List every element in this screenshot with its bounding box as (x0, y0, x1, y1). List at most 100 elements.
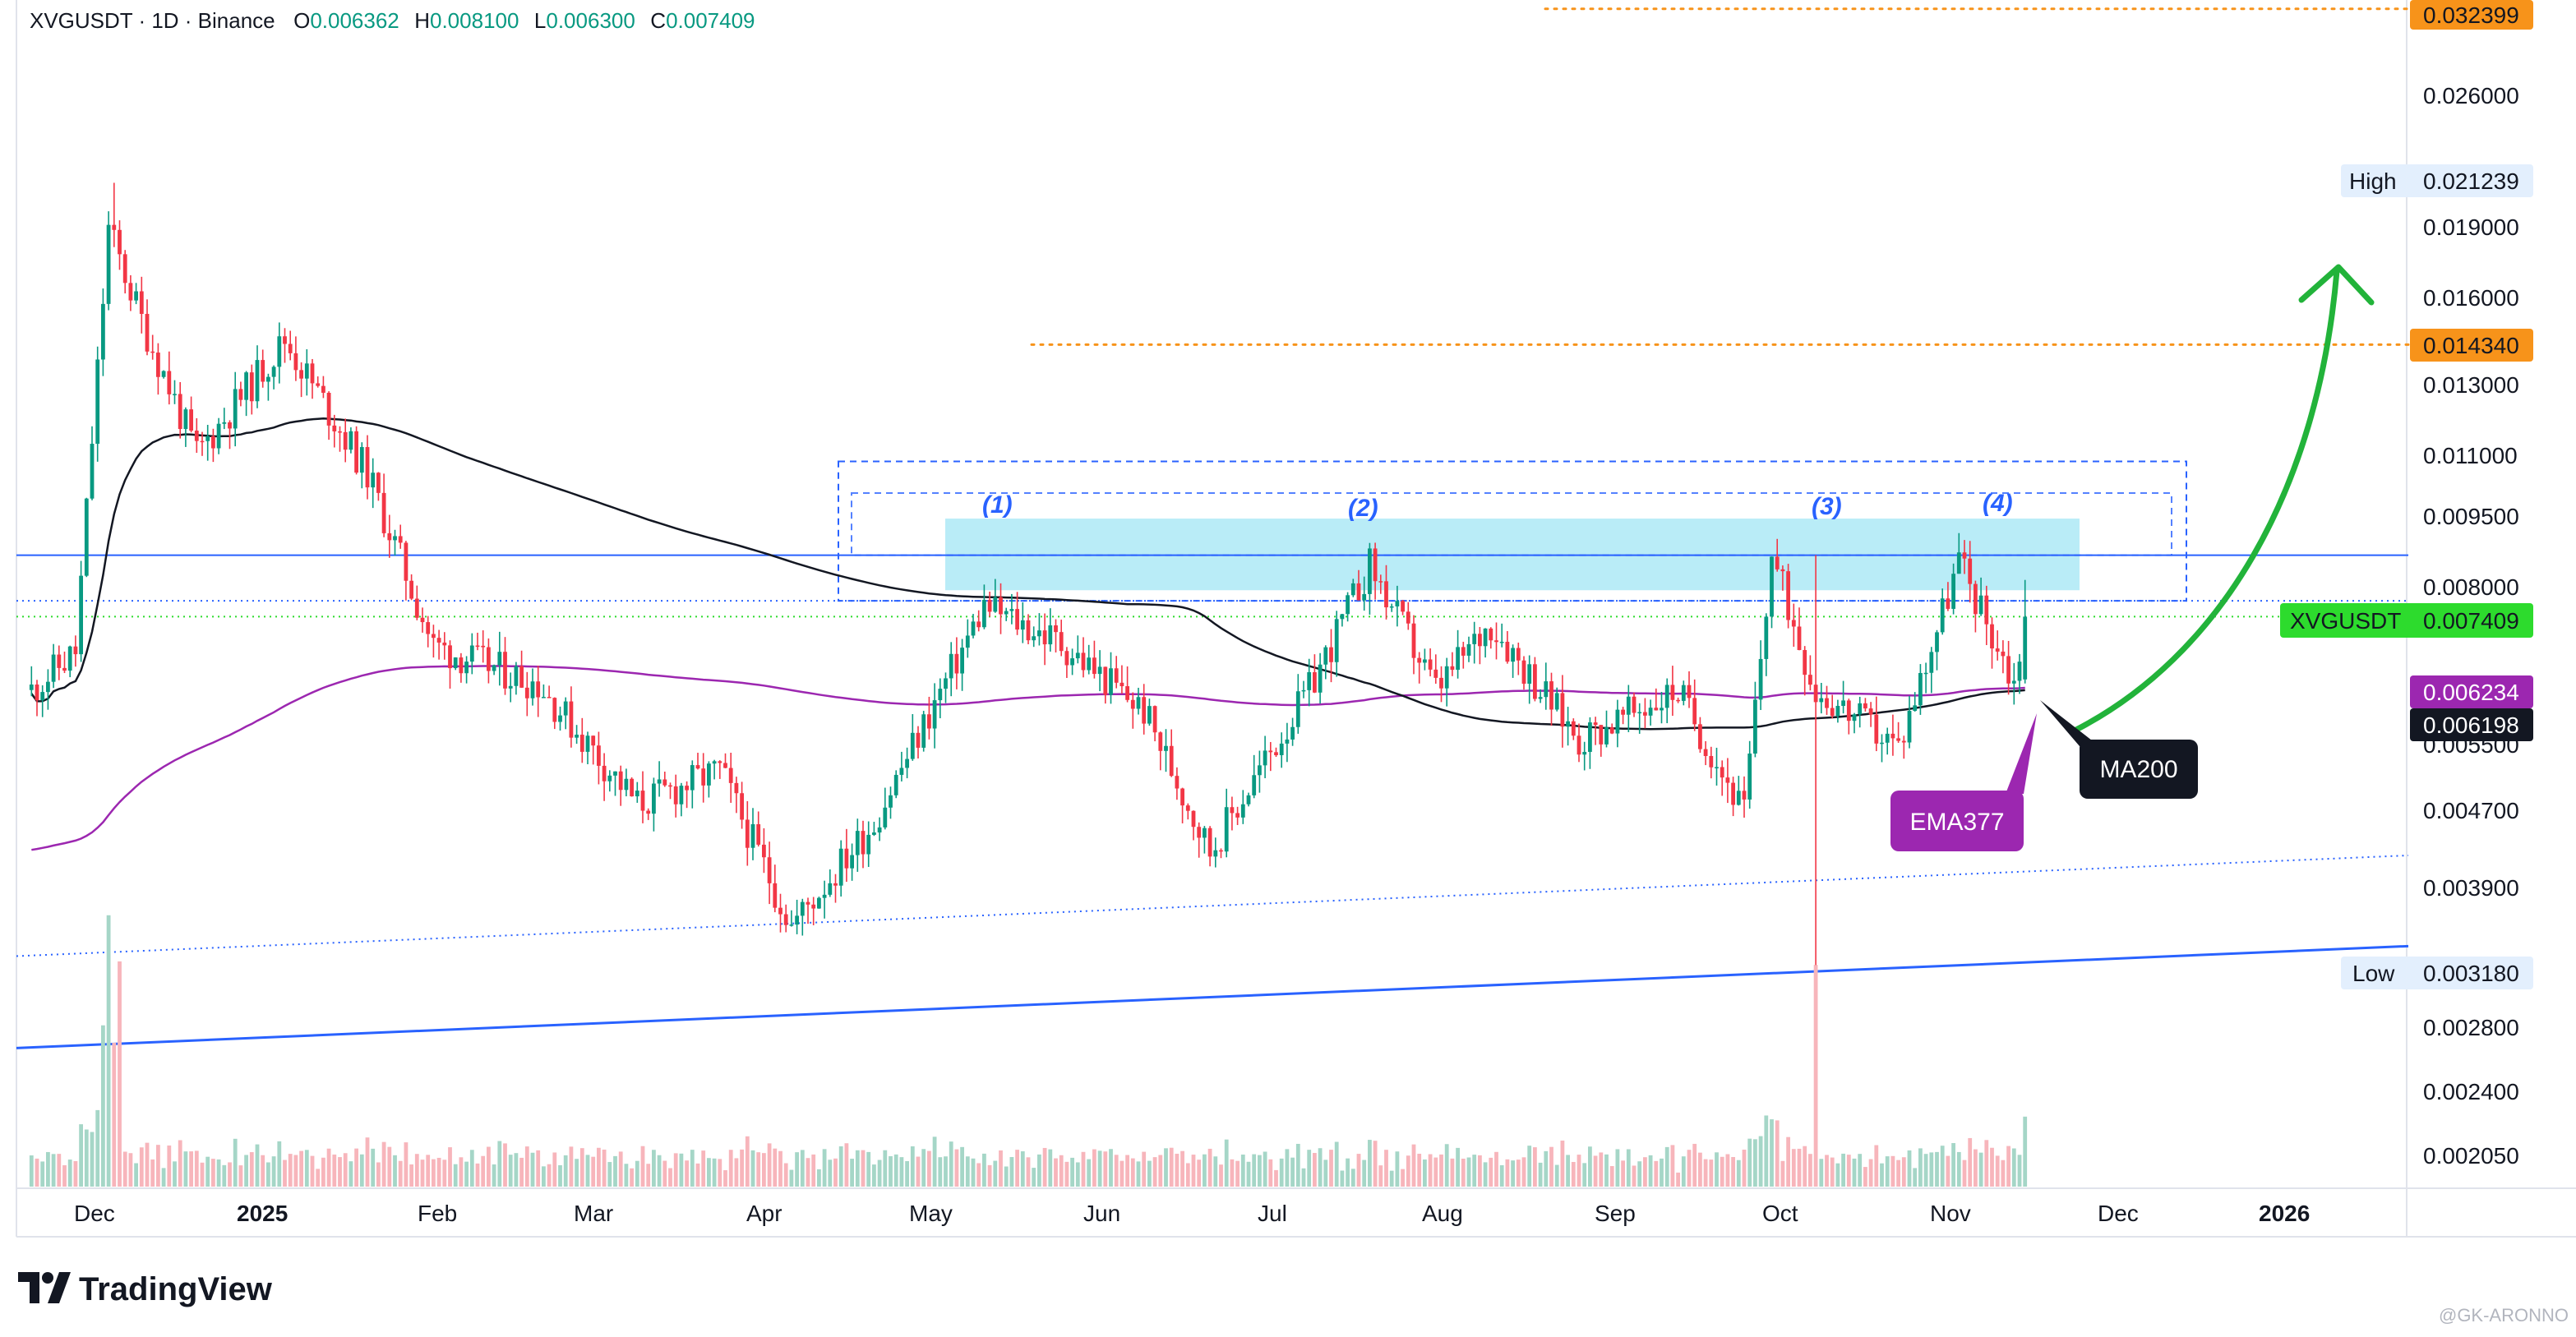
candle-body (436, 638, 441, 643)
volume-bar (1180, 1150, 1184, 1187)
price-axis[interactable]: 0.026000 0.019000 0.016000 0.013000 0.01… (2423, 83, 2519, 1169)
open-value: 0.006362 (310, 8, 399, 33)
candle-body (1863, 703, 1867, 709)
candle-body (630, 778, 634, 797)
volume-bar (266, 1162, 270, 1187)
candle-body (1499, 641, 1504, 643)
candle-body (1797, 626, 1802, 651)
candle-body (1626, 696, 1631, 715)
candle-body (899, 768, 904, 775)
candle-body (1560, 693, 1565, 727)
candle-body (1946, 598, 1950, 609)
volume-bar (35, 1158, 39, 1187)
volume-bar (1213, 1156, 1218, 1187)
candle-body (905, 758, 909, 768)
volume-bar (602, 1149, 607, 1187)
candle-body (756, 824, 761, 845)
candle-body (685, 786, 689, 791)
volume-bar (707, 1158, 711, 1187)
candle-body (811, 904, 816, 909)
candle-body (646, 810, 651, 814)
candle-body (487, 647, 491, 671)
time-tick: Aug (1422, 1201, 1463, 1226)
candle-body (1433, 669, 1438, 678)
volume-bar (371, 1148, 376, 1187)
candle-body (1032, 636, 1036, 641)
volume-bar (1032, 1168, 1036, 1187)
wave-label-3: (3) (1812, 493, 1842, 520)
time-axis[interactable]: Dec 2025 Feb Mar Apr May Jun Jul Aug Sep… (74, 1201, 2310, 1226)
volume-bar (685, 1160, 689, 1187)
volume-bar (1224, 1139, 1229, 1187)
candle-body (1136, 697, 1141, 709)
resistance-zone (945, 519, 2080, 591)
candle-body (1791, 620, 1796, 627)
volume-bar (453, 1164, 458, 1187)
ma200-callout[interactable]: MA200 (2040, 700, 2198, 799)
volume-bar (723, 1170, 727, 1187)
volume-bar (200, 1162, 205, 1187)
candle-body (90, 444, 95, 499)
candle-body (442, 642, 447, 646)
candle-body (79, 575, 83, 655)
candle-body (497, 652, 502, 666)
candle-body (1868, 708, 1873, 715)
volume-bar (1263, 1151, 1267, 1187)
volume-bar (1736, 1160, 1741, 1187)
volume-bar (112, 1042, 117, 1187)
tradingview-logo[interactable]: TradingView (18, 1271, 273, 1307)
candle-body (1880, 742, 1884, 745)
volume-bar (503, 1143, 507, 1187)
candle-body (106, 224, 111, 304)
candle-body (585, 735, 590, 752)
candle-body (1109, 668, 1113, 695)
volume-bar (1119, 1160, 1124, 1187)
candle-body (1742, 791, 1747, 800)
candle-body (1125, 686, 1129, 700)
volume-bar (1962, 1160, 1967, 1187)
candle-body (971, 621, 976, 636)
volume-bar (1918, 1148, 1923, 1187)
volume-bar (607, 1162, 612, 1187)
candle-body (321, 385, 325, 393)
candle-body (1054, 625, 1058, 633)
volume-bar (552, 1152, 557, 1187)
volume-bar (1411, 1144, 1416, 1187)
candle-body (84, 498, 89, 576)
volume-bar (1499, 1164, 1504, 1187)
projection-arrow[interactable] (2070, 268, 2340, 735)
volume-bar (778, 1150, 782, 1187)
candle-body (1147, 706, 1152, 724)
volume-bar (249, 1152, 254, 1187)
candle-body (530, 681, 535, 698)
volume-bar (850, 1159, 854, 1187)
volume-bar (591, 1156, 596, 1187)
candle-body (1142, 697, 1147, 724)
candle-body (1670, 685, 1675, 700)
volume-bar (712, 1158, 717, 1187)
candle-body (1494, 640, 1498, 643)
volume-bar (167, 1145, 172, 1187)
candle-body (579, 735, 584, 752)
volume-bar (464, 1161, 469, 1187)
volume-bar (1059, 1155, 1064, 1187)
ema377-callout[interactable]: EMA377 (1890, 713, 2037, 851)
candle-body (216, 423, 221, 449)
volume-bar (1136, 1161, 1141, 1187)
volume-bar (1731, 1157, 1735, 1187)
candle-body (1466, 643, 1471, 656)
candle-body (1048, 625, 1053, 645)
volume-bar (1907, 1150, 1912, 1187)
candle-body (795, 915, 799, 925)
volume-bar (1626, 1149, 1631, 1187)
mid-target-bg (2410, 329, 2533, 362)
volume-bar (1230, 1159, 1235, 1187)
candle-body (101, 303, 105, 360)
candle-body (828, 883, 833, 895)
volume-bar (277, 1141, 282, 1187)
candle-body (1538, 697, 1543, 699)
volume-bar (1720, 1156, 1724, 1187)
candle-body (1334, 619, 1339, 662)
time-tick: Dec (2098, 1201, 2139, 1226)
